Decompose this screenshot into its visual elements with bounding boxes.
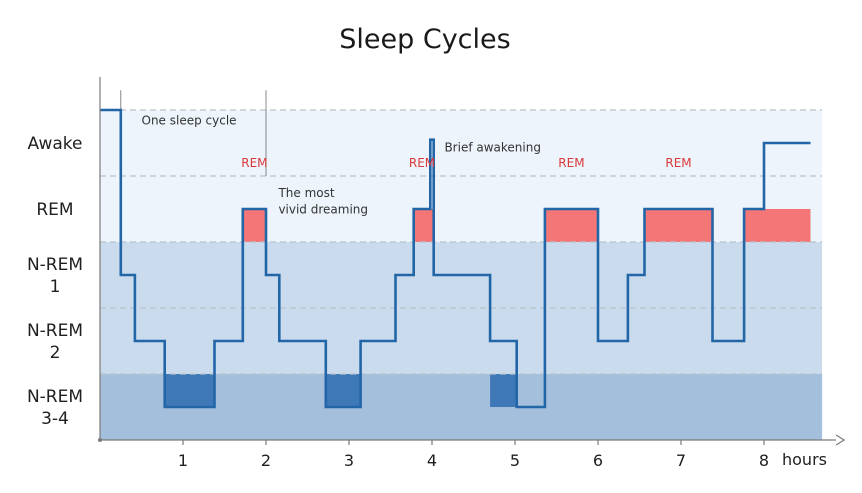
stage-label-line: 2 (50, 343, 61, 363)
stage-label: Awake (28, 134, 83, 154)
x-tick-label: 4 (427, 451, 437, 470)
rem-period-fill (644, 209, 713, 242)
x-tick-label: 1 (178, 451, 188, 470)
annotation-text: The most (277, 186, 334, 200)
x-ticks: 1 2 3 4 5 6 7 8 (98, 438, 769, 470)
grid-lines (100, 109, 823, 375)
stage-label-line: Awake (28, 134, 83, 154)
x-tick-label: 2 (261, 451, 271, 470)
x-tick-label: 6 (593, 451, 603, 470)
stage-label-line: N-REM (27, 321, 83, 341)
stage-band (100, 374, 823, 440)
rem-label: REM (409, 156, 435, 170)
rem-period-fill (242, 209, 266, 242)
rem-label: REM (241, 156, 267, 170)
deep-sleep-fill (325, 374, 361, 407)
stage-label-line: 3-4 (41, 409, 69, 429)
rem-labels: REM REM REM REM (241, 156, 691, 170)
stage-band (100, 110, 823, 176)
stage-label: REM (36, 200, 73, 220)
deep-sleep-fill (164, 374, 215, 407)
deep-sleep-fill (490, 374, 517, 407)
rem-period-fill (544, 209, 598, 242)
x-tick-label: 8 (759, 451, 769, 470)
annotations: One sleep cycle The most vivid dreaming Bri… (142, 114, 541, 217)
rem-label: REM (558, 156, 584, 170)
stage-label-line: N-REM (27, 387, 83, 407)
annotation-text: Brief awakening (444, 141, 541, 155)
rem-period-fill (744, 209, 811, 242)
x-tick-label: 5 (510, 451, 520, 470)
stage-label: N-REM 2 (27, 321, 83, 363)
rem-label: REM (665, 156, 691, 170)
chart-title: Sleep Cycles (339, 24, 510, 55)
x-axis-arrow (835, 434, 846, 446)
hypnogram-series-line (100, 108, 811, 409)
stage-label: N-REM 3-4 (27, 387, 83, 429)
origin-dot (98, 438, 102, 442)
annotation-text: One sleep cycle (142, 114, 237, 128)
x-tick-label: 3 (344, 451, 354, 470)
stage-label-line: 1 (50, 277, 61, 297)
x-tick-label: 7 (676, 451, 686, 470)
stage-label: N-REM 1 (27, 255, 83, 297)
annotation-text: vivid dreaming (278, 203, 368, 217)
stage-label-line: N-REM (27, 255, 83, 275)
axes (99, 77, 846, 446)
x-axis-label: hours (782, 450, 827, 469)
rem-period-fill (413, 209, 434, 242)
period-fills (164, 209, 811, 407)
stage-label-line: REM (36, 200, 73, 220)
